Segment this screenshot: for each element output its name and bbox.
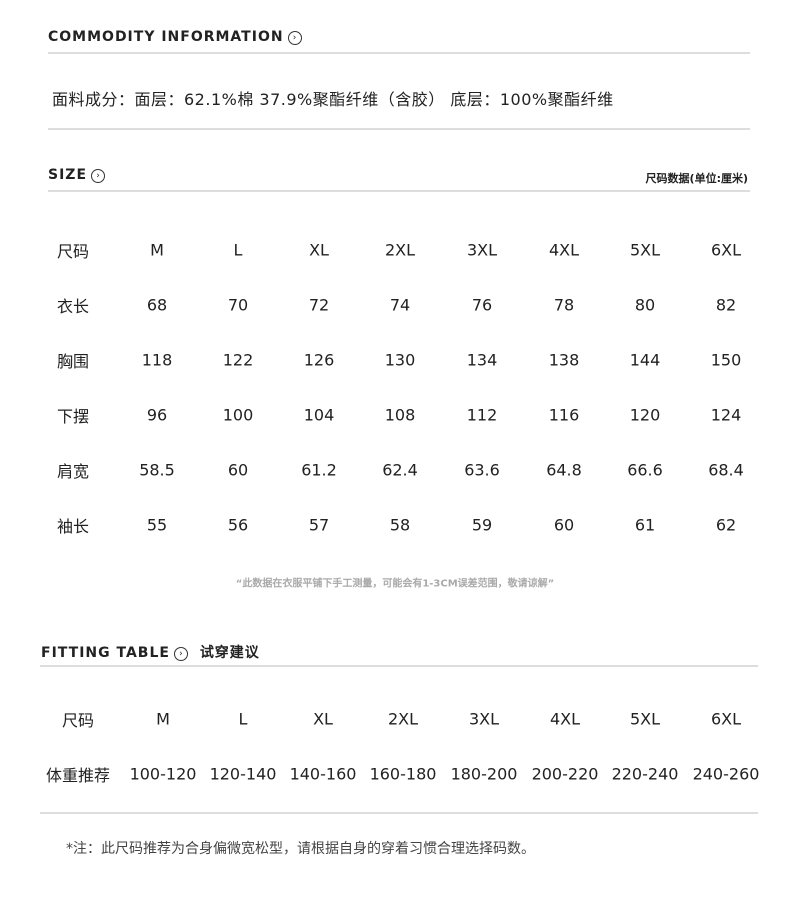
table-cell: 60 xyxy=(227,460,249,480)
table-cell: 2XL xyxy=(387,709,419,729)
table-cell: 82 xyxy=(715,295,737,315)
table-cell: M xyxy=(156,709,170,729)
table-cell: 70 xyxy=(227,295,249,315)
table-cell: 6XL xyxy=(710,240,742,260)
fitting-heading: FITTING TABLE › 试穿建议 xyxy=(41,642,260,662)
table-cell: 4XL xyxy=(549,709,581,729)
table-cell: 80 xyxy=(634,295,656,315)
table-cell: 120-140 xyxy=(209,764,277,784)
row-label: 尺码 xyxy=(56,242,90,261)
table-cell: M xyxy=(150,240,164,260)
table-cell: 124 xyxy=(710,405,742,425)
table-cell: 180-200 xyxy=(450,764,518,784)
table-cell: 96 xyxy=(146,405,168,425)
chevron-right-circle-icon: › xyxy=(287,31,302,45)
table-cell: 144 xyxy=(629,350,661,370)
row-label: 体重推荐 xyxy=(45,766,111,785)
table-cell: 4XL xyxy=(548,240,580,260)
table-cell: 122 xyxy=(222,350,254,370)
table-cell: 140-160 xyxy=(289,764,357,784)
table-cell: 63.6 xyxy=(464,460,500,480)
table-cell: 57 xyxy=(308,515,330,535)
table-cell: 78 xyxy=(553,295,575,315)
row-label: 袖长 xyxy=(56,517,90,536)
table-cell: 66.6 xyxy=(627,460,663,480)
table-cell: 62.4 xyxy=(382,460,418,480)
table-cell: 58.5 xyxy=(139,460,175,480)
divider xyxy=(48,190,750,192)
size-heading: SIZE › xyxy=(48,167,106,183)
table-cell: 104 xyxy=(303,405,335,425)
table-cell: 160-180 xyxy=(369,764,437,784)
table-cell: 61 xyxy=(634,515,656,535)
fabric-composition: 面料成分：面层：62.1%棉 37.9%聚酯纤维（含胶） 底层：100%聚酯纤维 xyxy=(52,90,614,109)
row-label: 衣长 xyxy=(56,297,90,316)
unit-label: 尺码数据(单位:厘米) xyxy=(645,172,748,185)
commodity-heading: COMMODITY INFORMATION › xyxy=(48,29,302,45)
table-cell: 76 xyxy=(471,295,493,315)
table-cell: 3XL xyxy=(468,709,500,729)
table-cell: 100 xyxy=(222,405,254,425)
table-cell: XL xyxy=(309,240,329,260)
table-cell: 138 xyxy=(548,350,580,370)
measurement-note: “此数据在衣服平铺下手工测量，可能会有1-3CM误差范围，敬请谅解” xyxy=(235,578,555,590)
table-cell: L xyxy=(238,709,248,729)
table-cell: 2XL xyxy=(384,240,416,260)
fitting-subtitle: 试穿建议 xyxy=(199,645,260,661)
table-cell: 134 xyxy=(466,350,498,370)
table-cell: 3XL xyxy=(466,240,498,260)
divider xyxy=(40,812,758,814)
table-cell: 62 xyxy=(715,515,737,535)
table-cell: 112 xyxy=(466,405,498,425)
table-cell: 64.8 xyxy=(546,460,582,480)
chevron-right-circle-icon: › xyxy=(173,647,188,661)
table-cell: 68.4 xyxy=(708,460,744,480)
row-label: 尺码 xyxy=(61,711,95,730)
footnote: *注：此尺码推荐为合身偏微宽松型，请根据自身的穿着习惯合理选择码数。 xyxy=(66,841,535,857)
divider xyxy=(40,665,758,667)
table-cell: 116 xyxy=(548,405,580,425)
table-cell: 6XL xyxy=(710,709,742,729)
table-cell: 72 xyxy=(308,295,330,315)
chevron-right-circle-icon: › xyxy=(91,169,106,183)
table-cell: 59 xyxy=(471,515,493,535)
table-cell: 74 xyxy=(389,295,411,315)
table-cell: L xyxy=(233,240,243,260)
table-cell: 68 xyxy=(146,295,168,315)
commodity-title: COMMODITY INFORMATION xyxy=(48,29,284,45)
table-cell: 58 xyxy=(389,515,411,535)
table-cell: 240-260 xyxy=(692,764,760,784)
table-cell: 126 xyxy=(303,350,335,370)
table-cell: 130 xyxy=(384,350,416,370)
table-cell: 60 xyxy=(553,515,575,535)
divider xyxy=(48,128,750,130)
table-cell: XL xyxy=(313,709,333,729)
size-title: SIZE xyxy=(48,167,88,183)
row-label: 胸围 xyxy=(56,352,90,371)
table-cell: 200-220 xyxy=(531,764,599,784)
table-cell: 150 xyxy=(710,350,742,370)
row-label: 下摆 xyxy=(56,407,90,426)
fitting-title: FITTING TABLE xyxy=(41,645,170,661)
table-cell: 108 xyxy=(384,405,416,425)
table-cell: 5XL xyxy=(629,240,661,260)
row-label: 肩宽 xyxy=(56,462,90,481)
table-cell: 5XL xyxy=(629,709,661,729)
table-cell: 120 xyxy=(629,405,661,425)
divider xyxy=(48,52,750,54)
table-cell: 118 xyxy=(141,350,173,370)
table-cell: 100-120 xyxy=(129,764,197,784)
table-cell: 55 xyxy=(146,515,168,535)
table-cell: 61.2 xyxy=(301,460,337,480)
table-cell: 220-240 xyxy=(611,764,679,784)
table-cell: 56 xyxy=(227,515,249,535)
